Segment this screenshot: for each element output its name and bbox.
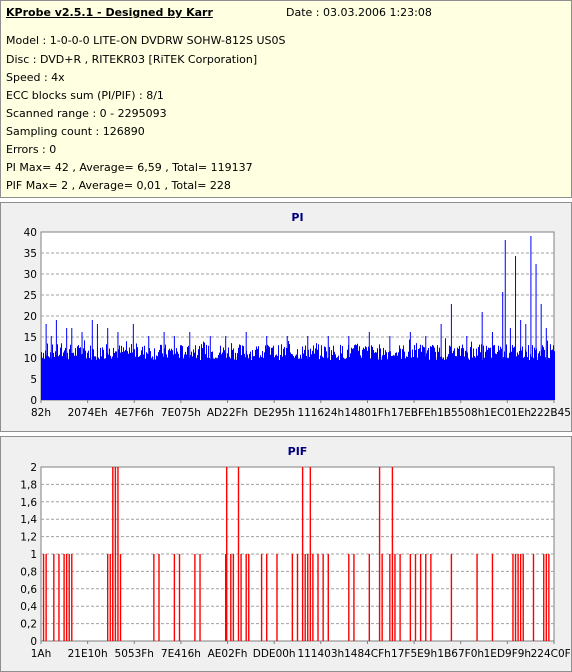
pif-x-tick-label: DDE00h [253,648,296,660]
pi-y-tick-label: 25 [24,290,37,302]
pif-y-tick-label: 0,4 [20,601,37,613]
pif-y-tick-label: 0 [30,636,37,648]
pi-x-tick-label: 17EBFEh [391,407,438,419]
pif-x-tick-label: 224C0Fh [531,648,571,660]
pif-y-tick-label: 0,8 [20,566,37,578]
pi-x-tick-label: 222B45h [530,407,571,419]
pi-y-tick-label: 20 [24,311,37,323]
info-scanned-range: Scanned range : 0 - 2295093 [6,107,167,120]
pif-x-tick-label: 1484CFh [344,648,391,660]
pi-y-tick-label: 30 [24,269,37,281]
pif-x-tick-label: 5053Fh [115,648,154,660]
pi-y-tick-label: 15 [24,332,37,344]
pi-x-tick-label: 82h [31,407,51,419]
info-pif-stats: PIF Max= 2 , Average= 0,01 , Total= 228 [6,179,231,192]
pi-x-tick-label: 2074Eh [68,407,108,419]
pi-x-tick-label: 14801Fh [344,407,390,419]
pif-x-tick-label: 17F5E9h [391,648,437,660]
pif-y-tick-label: 1,6 [20,497,37,509]
info-panel: KProbe v2.5.1 - Designed by Karr Date : … [0,0,572,198]
pif-x-tick-label: 21E10h [68,648,108,660]
pif-x-tick-label: AE02Fh [208,648,248,660]
pi-x-tick-label: 111624h [297,407,344,419]
pif-x-tick-label: 1B67F0h [437,648,484,660]
info-disc: Disc : DVD+R , RITEKR03 [RiTEK Corporati… [6,53,258,66]
pi-x-tick-label: 7E075h [161,407,201,419]
pi-y-tick-label: 5 [30,374,37,386]
pi-series-bars [41,338,555,400]
pif-chart: PIF 0 0,2 0,4 0,6 0,8 1 1,2 1,4 1,6 1,8 2 1Ah 21E10h 5… [20,445,571,660]
pif-chart-title: PIF [288,445,308,458]
app-title: KProbe v2.5.1 - Designed by Karr [6,6,213,19]
pi-x-tick-label: DE295h [253,407,294,419]
pi-chart-panel: PI 0 5 10 15 20 25 30 35 40 82h 2074Eh 4E7F6h 7E075h A… [0,202,572,432]
pif-y-tick-label: 1,4 [20,514,37,526]
pif-x-tick-label: 1Ah [31,648,52,660]
pi-chart-title: PI [291,211,303,224]
pi-x-tick-label: 4E7F6h [115,407,154,419]
pif-y-tick-label: 1,2 [20,532,37,544]
pi-x-tick-label: 1B5508h [437,407,484,419]
info-pi-stats: PI Max= 42 , Average= 6,59 , Total= 1191… [6,161,253,174]
pi-y-tick-label: 40 [24,227,37,239]
pif-x-tick-label: 111403h [297,648,344,660]
pif-x-tick-label: 7E416h [161,648,201,660]
pi-y-tick-label: 35 [24,248,37,260]
pif-y-tick-label: 1 [30,549,37,561]
pi-x-tick-label: AD22Fh [207,407,248,419]
scan-date: Date : 03.03.2006 1:23:08 [286,6,432,19]
info-ecc-sum: ECC blocks sum (PI/PIF) : 8/1 [6,89,164,102]
pif-y-tick-label: 2 [30,462,37,474]
info-model: Model : 1-0-0-0 LITE-ON DVDRW SOHW-812S … [6,34,286,47]
pi-chart: PI 0 5 10 15 20 25 30 35 40 82h 2074Eh 4E7F6h 7E075h A… [24,211,571,419]
info-errors: Errors : 0 [6,143,57,156]
pi-y-tick-label: 10 [24,353,37,365]
info-sampling-count: Sampling count : 126890 [6,125,145,138]
pi-y-tick-label: 0 [30,395,37,407]
pif-y-tick-label: 0,6 [20,584,37,596]
pi-x-tick-label: 1EC01Eh [484,407,531,419]
info-speed: Speed : 4x [6,71,65,84]
pif-x-tick-label: 1ED9F9h [484,648,531,660]
pif-chart-panel: PIF 0 0,2 0,4 0,6 0,8 1 1,2 1,4 1,6 1,8 2 1Ah 21E10h 5… [0,436,572,672]
pif-y-tick-label: 1,8 [20,479,37,491]
pif-y-tick-label: 0,2 [20,619,37,631]
